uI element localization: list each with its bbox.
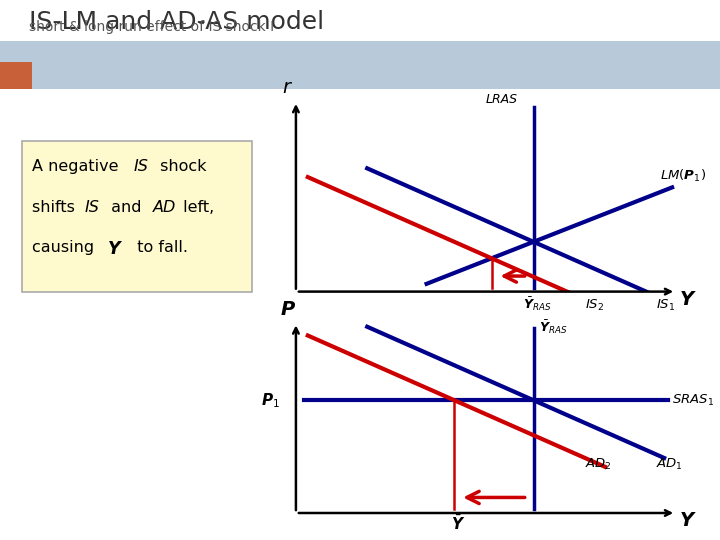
Text: $AD_2$: $AD_2$	[585, 457, 612, 472]
Text: $LM(\boldsymbol{P}_1)$: $LM(\boldsymbol{P}_1)$	[660, 167, 706, 184]
Text: short & long run effect of IS shock I: short & long run effect of IS shock I	[29, 21, 274, 35]
Text: $\boldsymbol{Y}$: $\boldsymbol{Y}$	[679, 511, 697, 530]
Text: $\boldsymbol{P}$: $\boldsymbol{P}$	[280, 300, 296, 319]
Text: left,: left,	[179, 200, 215, 215]
Text: shifts: shifts	[32, 200, 79, 215]
Text: $SRAS_1$: $SRAS_1$	[672, 393, 714, 408]
Text: $\bar{\boldsymbol{Y}}_{RAS}$: $\bar{\boldsymbol{Y}}_{RAS}$	[539, 319, 568, 336]
Text: $IS_2$: $IS_2$	[585, 298, 604, 313]
Bar	[0, 63, 32, 89]
Text: $\bar{\boldsymbol{Y}}$: $\bar{\boldsymbol{Y}}$	[451, 515, 465, 534]
Text: $AD_1$: $AD_1$	[657, 457, 683, 472]
Text: shock: shock	[156, 159, 207, 174]
Text: to fall.: to fall.	[127, 240, 188, 255]
Text: $\boldsymbol{P}_1$: $\boldsymbol{P}_1$	[261, 391, 280, 410]
Text: $r$: $r$	[282, 78, 294, 97]
Text: IS: IS	[133, 159, 148, 174]
Text: $\bar{\boldsymbol{Y}}_{RAS}$: $\bar{\boldsymbol{Y}}_{RAS}$	[523, 295, 552, 313]
Text: AD: AD	[153, 200, 176, 215]
Text: $IS_1$: $IS_1$	[657, 298, 675, 313]
Text: and: and	[107, 200, 147, 215]
Text: A negative: A negative	[32, 159, 123, 174]
Text: LRAS: LRAS	[486, 93, 518, 106]
Text: Y: Y	[107, 240, 120, 258]
FancyBboxPatch shape	[22, 141, 252, 292]
Text: $\boldsymbol{Y}$: $\boldsymbol{Y}$	[679, 290, 697, 309]
Text: IS: IS	[84, 200, 99, 215]
Text: causing: causing	[32, 240, 99, 255]
Text: IS-LM and AD-AS model: IS-LM and AD-AS model	[29, 10, 324, 34]
